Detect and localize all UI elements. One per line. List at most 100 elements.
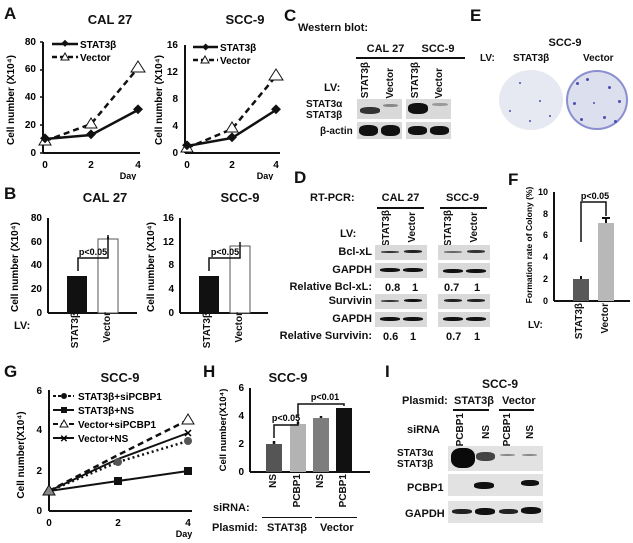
b-left-sig: p<0.05 (79, 247, 107, 257)
c-lane-2: Vector (385, 68, 396, 99)
d-lane-1: STAT3β (381, 210, 392, 247)
g-title: SCC-9 (100, 370, 140, 385)
panel-label-i: I (385, 362, 390, 381)
d-gel-bclxl-cal27 (375, 245, 427, 260)
i-blot-pcbp1 (448, 474, 543, 496)
h-cat-3: NS (315, 474, 326, 488)
d-lane-3: STAT3β (443, 210, 454, 247)
svg-text:2: 2 (88, 160, 94, 171)
g-ylabel: Cell number(X10⁴) (16, 411, 27, 498)
e-dish-label-2: Vector (583, 53, 614, 64)
svg-text:6: 6 (36, 386, 42, 397)
c-group-underline (405, 57, 465, 59)
e-lv-label: LV: (480, 53, 495, 64)
svg-text:4: 4 (172, 121, 178, 132)
svg-text:2: 2 (115, 518, 121, 529)
svg-text:2: 2 (229, 160, 235, 171)
i-row-pcbp1: PCBP1 (407, 482, 444, 494)
svg-text:20: 20 (31, 284, 43, 295)
panel-a-right-chart: 0 4 8 12 16 0 2 4 Day Cell number (X10⁴) STAT3… (154, 40, 284, 180)
g-legend-3: Vector+siPCBP1 (78, 420, 157, 431)
svg-text:8: 8 (543, 209, 548, 219)
svg-text:12: 12 (163, 237, 175, 248)
svg-text:✕: ✕ (183, 428, 192, 440)
panel-label-g: G (4, 362, 18, 381)
svg-text:6: 6 (543, 230, 548, 240)
b-left-cat-2: Vector (102, 312, 113, 343)
svg-text:8: 8 (168, 260, 174, 271)
f-cat-2: Vector (600, 303, 611, 334)
i-blot-gapdh (448, 501, 543, 523)
h-plasmid-1: STAT3β (267, 522, 307, 534)
svg-text:Day: Day (120, 171, 137, 180)
svg-text:0: 0 (168, 308, 174, 319)
c-row-stat3a: STAT3α (306, 99, 343, 110)
panel-label-f: F (508, 170, 519, 189)
svg-text:2: 2 (238, 439, 244, 450)
svg-text:4: 4 (185, 518, 191, 529)
svg-text:0: 0 (36, 308, 42, 319)
d-bclxl-val-4: 1 (474, 282, 481, 294)
d-row-gapdh-2: GAPDH (332, 313, 372, 325)
panel-b-right-title: SCC-9 (220, 190, 260, 205)
c-blot-actin-scc9 (406, 122, 451, 139)
c-lane-4: Vector (434, 68, 445, 99)
svg-text:6: 6 (238, 383, 244, 394)
h-plasmid-2: Vector (320, 522, 354, 534)
d-lv-label: LV: (340, 228, 357, 240)
d-group-cal27: CAL 27 (381, 192, 420, 204)
svg-text:Cell number (X10⁴): Cell number (X10⁴) (154, 55, 165, 145)
c-heading: Western blot: (298, 22, 369, 34)
svg-text:Cell number (X10⁴): Cell number (X10⁴) (10, 222, 21, 312)
svg-text:0: 0 (184, 160, 190, 171)
svg-text:Day: Day (257, 171, 274, 180)
i-row-stat3a: STAT3α (397, 448, 434, 459)
svg-text:20: 20 (25, 120, 37, 131)
c-row-bactin: β-actin (320, 126, 353, 137)
svg-text:8: 8 (172, 94, 178, 105)
svg-text:0: 0 (42, 160, 48, 171)
panel-label-h: H (203, 362, 216, 381)
i-plasmid-underline (453, 409, 489, 411)
g-legend-4: Vector+NS (78, 434, 129, 445)
b-lv-label: LV: (14, 320, 31, 332)
svg-text:✕: ✕ (60, 434, 68, 445)
i-lane-1: PCBP1 (455, 413, 466, 447)
svg-text:Cell number (X10⁴): Cell number (X10⁴) (6, 55, 17, 145)
svg-text:0: 0 (238, 467, 244, 478)
f-ylabel: Formation rate of Colony (%) (524, 187, 534, 304)
svg-text:10: 10 (538, 187, 548, 197)
d-gel-gapdh2-cal27 (375, 312, 427, 327)
d-survivin-val-3: 0.7 (446, 331, 462, 343)
h-sirna-label: siRNA: (213, 502, 250, 514)
panel-g-line-chart: 0 2 4 6 0 2 4 Day Cell number(X10⁴) ✕ STAT3β+… (16, 386, 195, 539)
svg-text:Day: Day (176, 529, 193, 539)
svg-text:0: 0 (172, 148, 178, 159)
h-cat-1: NS (268, 474, 279, 488)
i-plasmid-1: STAT3β (454, 395, 494, 407)
d-relative-bclxl-label: Relative Bcl-xL: (289, 281, 372, 293)
e-dish-stat3b (499, 70, 563, 130)
i-lane-4: NS (525, 425, 536, 439)
d-group-scc9: SCC-9 (445, 192, 479, 204)
svg-text:16: 16 (163, 213, 175, 224)
d-gel-gapdh2-scc9 (438, 312, 490, 327)
svg-text:4: 4 (168, 284, 174, 295)
d-bclxl-val-1: 0.8 (385, 282, 401, 294)
legend-stat3b-right: STAT3β (220, 43, 256, 54)
b-right-cat-2: Vector (234, 312, 245, 343)
panel-h-bar-chart: 0 2 4 6 Cell number(X10⁴) p<0.05 p<0.01 (218, 383, 370, 478)
svg-text:60: 60 (31, 237, 43, 248)
svg-text:0: 0 (36, 506, 42, 517)
f-cat-1: STAT3β (574, 303, 585, 340)
panel-b-left-title: CAL 27 (82, 190, 128, 205)
d-group-underline (377, 207, 424, 209)
h-ylabel: Cell number(X10⁴) (218, 389, 229, 472)
d-row-survivin: Survivin (328, 295, 372, 307)
panel-label-b: B (4, 184, 17, 203)
d-gel-gapdh1-scc9 (438, 263, 490, 278)
panel-f-bar-chart: 0 2 4 6 8 10 Formation rate of Colony (%) p<0… (524, 187, 630, 306)
i-sirna-label: siRNA (407, 424, 441, 436)
e-title: SCC-9 (548, 37, 582, 49)
d-lane-2: Vector (407, 212, 418, 243)
